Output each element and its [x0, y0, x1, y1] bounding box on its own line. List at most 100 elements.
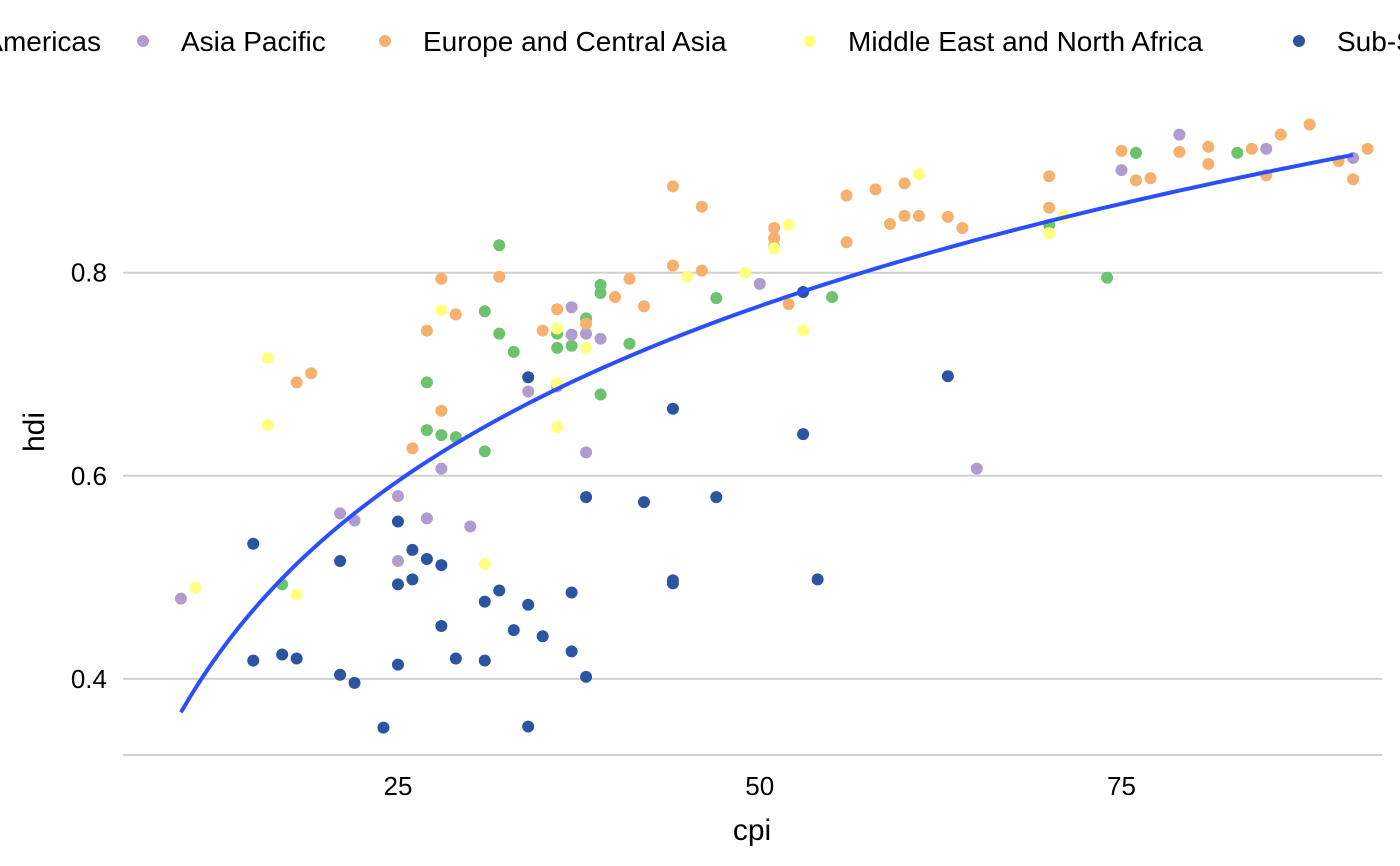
data-point [536, 630, 549, 643]
data-point [1043, 201, 1056, 214]
data-point [710, 292, 723, 305]
legend-item: Americas [0, 26, 101, 57]
data-point [594, 332, 607, 345]
data-point [594, 388, 607, 401]
data-point [478, 595, 491, 608]
data-point [420, 376, 433, 389]
data-point [536, 324, 549, 337]
y-axis-title: hdi [18, 412, 51, 452]
data-point [1115, 164, 1128, 177]
data-point [435, 272, 448, 285]
data-point [522, 371, 535, 384]
legend-label: Americas [0, 26, 101, 57]
data-point [753, 277, 766, 290]
data-point [1231, 146, 1244, 159]
data-point [391, 578, 404, 591]
data-point [1043, 227, 1056, 240]
data-point [464, 520, 477, 533]
data-point [1043, 170, 1056, 183]
points-layer [174, 118, 1374, 734]
data-point [478, 558, 491, 571]
data-point [435, 429, 448, 442]
data-point [710, 491, 723, 504]
data-point [898, 209, 911, 222]
data-point [247, 654, 260, 667]
series-middle-east-and-north-africa [189, 168, 1070, 601]
y-tick-label: 0.8 [71, 258, 107, 288]
data-point [580, 446, 593, 459]
data-point [826, 291, 839, 304]
data-point [695, 264, 708, 277]
data-point [522, 598, 535, 611]
x-axis-title: cpi [733, 814, 771, 847]
data-point [681, 270, 694, 283]
data-point [406, 543, 419, 556]
data-point [247, 537, 260, 550]
data-point [334, 507, 347, 520]
series-sub-saharan-africa [247, 285, 954, 734]
legend-label: Asia Pacific [181, 26, 326, 57]
data-point [1245, 142, 1258, 155]
data-point [768, 222, 781, 235]
data-point [551, 421, 564, 434]
legend-item: Sub-Saharan Africa [1293, 26, 1400, 57]
data-point [391, 555, 404, 568]
data-point [666, 402, 679, 415]
x-tick-label: 75 [1107, 771, 1136, 801]
data-point [406, 442, 419, 455]
data-point [637, 300, 650, 313]
trend-line [179, 152, 1354, 714]
data-point [580, 341, 593, 354]
data-point [420, 424, 433, 437]
data-point [261, 419, 274, 431]
data-point [782, 298, 795, 311]
data-point [912, 209, 925, 222]
trend-layer [179, 152, 1354, 714]
data-point [478, 445, 491, 458]
data-point [435, 559, 448, 572]
data-point [189, 581, 202, 594]
data-point [883, 217, 896, 230]
data-point [580, 670, 593, 683]
data-point [1260, 142, 1273, 155]
data-point [261, 351, 274, 364]
data-point [565, 328, 578, 341]
data-point [1144, 172, 1157, 185]
data-point [565, 586, 578, 599]
data-point [869, 183, 882, 196]
legend-label: Middle East and North Africa [848, 26, 1203, 57]
data-point [406, 573, 419, 586]
data-point [290, 652, 303, 665]
data-point [420, 553, 433, 566]
data-point [449, 652, 462, 665]
legend-label: Europe and Central Asia [423, 26, 727, 57]
data-point [1303, 118, 1316, 131]
data-point [493, 239, 506, 252]
data-point [1202, 158, 1215, 171]
data-point [941, 370, 954, 383]
data-point [623, 337, 636, 350]
data-point [290, 376, 303, 389]
data-point [941, 210, 954, 223]
data-point [391, 658, 404, 671]
data-point [377, 721, 390, 734]
data-point [1361, 142, 1374, 155]
legend-label: Sub-Saharan Africa [1337, 26, 1400, 57]
data-point [637, 496, 650, 509]
data-point [174, 592, 187, 605]
data-point [565, 339, 578, 352]
data-point [666, 180, 679, 193]
data-point [898, 177, 911, 190]
x-tick-label: 25 [383, 771, 412, 801]
legend-item: Asia Pacific [137, 26, 326, 57]
grid [123, 271, 1382, 680]
data-point [666, 577, 679, 590]
series-asia-pacific [174, 128, 1360, 605]
data-point [478, 305, 491, 318]
data-point [797, 324, 810, 337]
data-point [1173, 128, 1186, 141]
data-point [580, 317, 593, 330]
data-point [782, 218, 795, 231]
data-point [565, 645, 578, 658]
